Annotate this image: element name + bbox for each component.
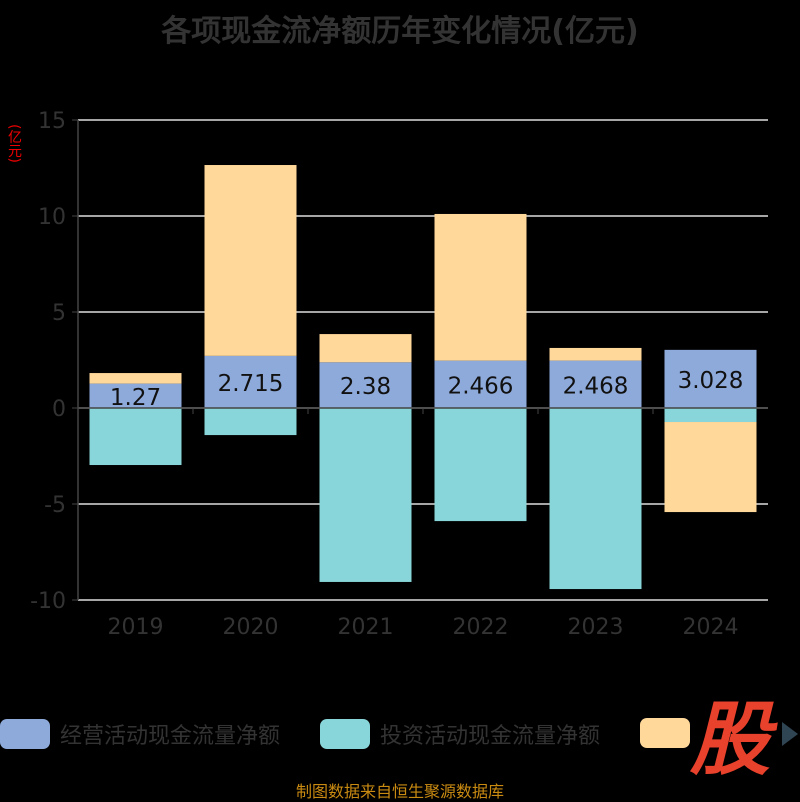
bar-1-2023 bbox=[549, 408, 642, 590]
data-label: 1.27 bbox=[110, 385, 161, 411]
data-label: 2.38 bbox=[340, 374, 391, 400]
bar-0-2020 bbox=[204, 355, 297, 408]
bar-0-2022 bbox=[434, 360, 527, 408]
bar-1-2021 bbox=[319, 408, 412, 582]
bar-1-2024 bbox=[664, 408, 757, 423]
logo: 股 bbox=[690, 693, 770, 786]
bar-1-2019 bbox=[89, 408, 182, 466]
data-source: 制图数据来自恒生聚源数据库 bbox=[295, 782, 504, 801]
data-label: 2.468 bbox=[563, 373, 629, 399]
bar-2-2022 bbox=[434, 213, 527, 361]
x-tick-label: 2024 bbox=[683, 615, 739, 640]
bar-0-2021 bbox=[319, 362, 412, 408]
y-tick-label: -10 bbox=[30, 589, 66, 614]
x-tick-label: 2021 bbox=[338, 615, 394, 640]
data-label: 2.466 bbox=[448, 373, 514, 399]
y-tick-label: 0 bbox=[52, 397, 66, 422]
legend-item-financing[interactable] bbox=[640, 718, 700, 748]
chart-title: 各项现金流净额历年变化情况(亿元) bbox=[161, 14, 639, 49]
bar-1-2020 bbox=[204, 408, 297, 436]
x-tick-label: 2019 bbox=[108, 615, 164, 640]
bar-2-2019 bbox=[89, 373, 182, 384]
legend-swatch bbox=[0, 719, 50, 749]
bar-0-2019 bbox=[89, 383, 182, 408]
legend-label: 经营活动现金流量净额 bbox=[60, 724, 281, 749]
y-tick-label: 5 bbox=[52, 301, 66, 326]
legend-next-arrow-icon[interactable] bbox=[782, 722, 798, 746]
y-tick-label: 10 bbox=[38, 205, 66, 230]
y-axis-unit: (亿元) bbox=[6, 124, 22, 163]
x-tick-label: 2020 bbox=[223, 615, 279, 640]
legend-swatch bbox=[640, 718, 690, 748]
bar-2-2023 bbox=[549, 347, 642, 361]
data-label: 3.028 bbox=[678, 368, 744, 394]
x-tick-label: 2023 bbox=[568, 615, 624, 640]
bar-0-2023 bbox=[549, 360, 642, 408]
bar-2-2020 bbox=[204, 165, 297, 356]
y-tick-label: -5 bbox=[44, 493, 66, 518]
legend-swatch bbox=[320, 719, 370, 749]
bar-1-2022 bbox=[434, 408, 527, 522]
chart-plot: 15 10 5 0 -5 -10 1.27 2019 2.715 2020 2.38 2021 2.46… bbox=[30, 109, 768, 640]
legend-item-investing[interactable]: 投资活动现金流量净额 bbox=[320, 718, 600, 750]
legend-label: 投资活动现金流量净额 bbox=[380, 724, 601, 749]
bar-2-2021 bbox=[319, 334, 412, 363]
y-tick-label: 15 bbox=[38, 109, 66, 134]
data-label: 2.715 bbox=[218, 371, 284, 397]
bar-2-2024 bbox=[664, 422, 757, 513]
legend-item-operating[interactable]: 经营活动现金流量净额 bbox=[0, 718, 280, 750]
bar-0-2024 bbox=[664, 349, 757, 408]
x-tick-label: 2022 bbox=[453, 615, 509, 640]
